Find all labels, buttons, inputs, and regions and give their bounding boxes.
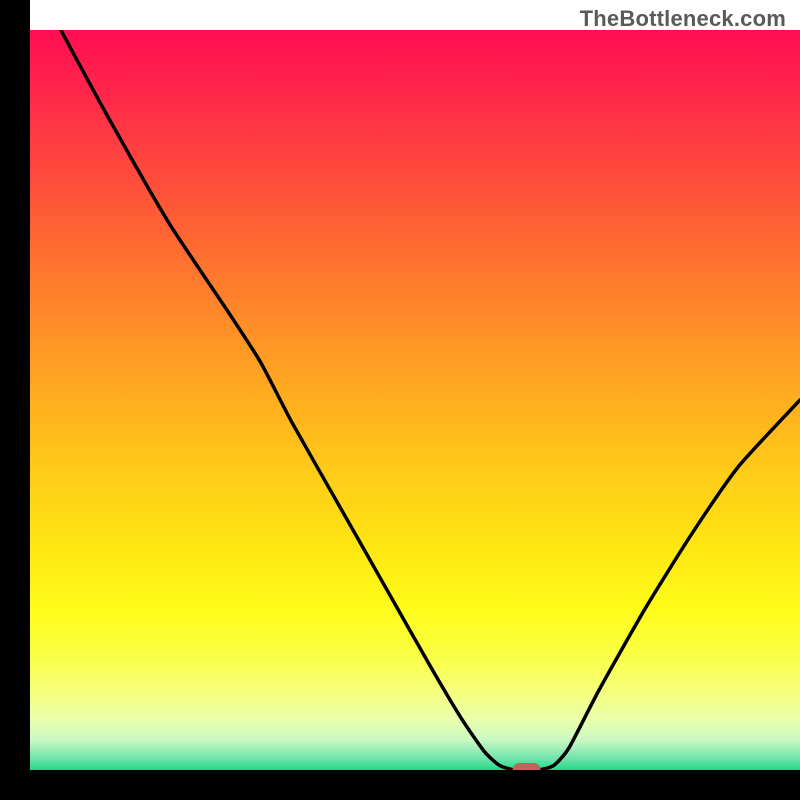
- chart-background: [30, 30, 800, 770]
- watermark-text: TheBottleneck.com: [580, 6, 786, 32]
- frame-bottom-border: [0, 770, 800, 800]
- chart-svg: [0, 0, 800, 800]
- bottleneck-chart: TheBottleneck.com: [0, 0, 800, 800]
- frame-left-border: [0, 0, 30, 800]
